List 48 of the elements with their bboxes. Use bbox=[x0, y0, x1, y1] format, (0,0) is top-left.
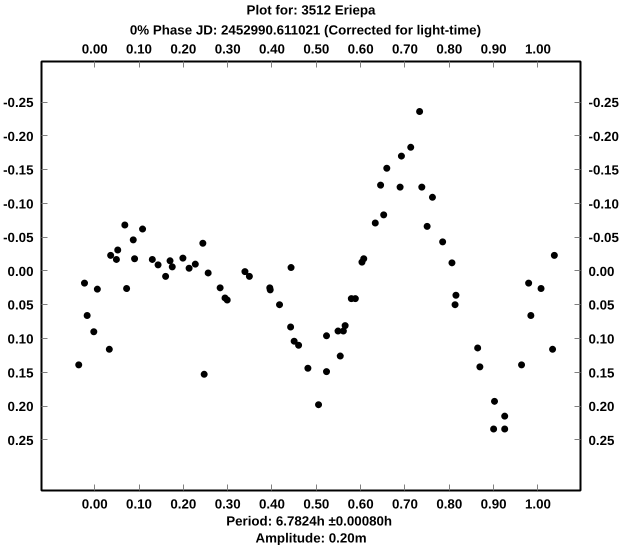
y-tick-label: -0.10 bbox=[3, 196, 34, 212]
chart-title: Plot for: 3512 Eriepa bbox=[246, 2, 376, 18]
y-tick-label: 0.15 bbox=[8, 365, 34, 380]
x2-tick-label: 0.30 bbox=[214, 496, 241, 512]
x2-tick-label: 0.00 bbox=[82, 496, 108, 512]
y2-tick-label: -0.05 bbox=[588, 230, 620, 246]
x-tick-label: 0.60 bbox=[348, 42, 374, 56]
x-tick-label: 0.50 bbox=[303, 42, 330, 56]
x-tick-label: 0.20 bbox=[170, 42, 196, 56]
text: Period: 6.7824h ±0.00080h bbox=[226, 514, 392, 528]
y-tick-label: -0.25 bbox=[3, 95, 34, 110]
y-tick-label: 0.20 bbox=[8, 399, 34, 414]
y2-tick-label: 0.20 bbox=[588, 399, 614, 414]
y2-tick-label: -0.15 bbox=[588, 162, 620, 178]
y2-tick-label: -0.10 bbox=[588, 196, 619, 212]
y2-tick-label: 0.25 bbox=[588, 432, 616, 448]
y-tick-label: 0.10 bbox=[8, 331, 34, 346]
y2-tick-label: 0.05 bbox=[588, 298, 616, 313]
x2-tick-label: 0.90 bbox=[480, 496, 507, 512]
chart-subtitle: 0% Phase JD: 2452990.611021 (Corrected for light-time) bbox=[130, 22, 482, 38]
y2-tick-label: 0.00 bbox=[588, 264, 614, 279]
y-tick-label: -0.05 bbox=[3, 230, 34, 246]
x-tick-label: 0.40 bbox=[259, 42, 285, 56]
x-tick-label: 0.30 bbox=[214, 42, 241, 56]
y2-tick-label: -0.25 bbox=[588, 95, 620, 110]
y-tick-label: 0.25 bbox=[8, 432, 34, 448]
x2-tick-label: 0.40 bbox=[259, 496, 285, 512]
x2-tick-label: 0.60 bbox=[348, 496, 374, 512]
x2-tick-label: 0.70 bbox=[392, 496, 418, 512]
x2-tick-label: 1.00 bbox=[524, 496, 551, 512]
y2-tick-label: 0.10 bbox=[588, 331, 614, 346]
y-tick-label: -0.20 bbox=[3, 128, 34, 144]
y-tick-label: 0.05 bbox=[8, 298, 34, 313]
y2-tick-label: 0.15 bbox=[588, 365, 616, 380]
x-tick-label: 0.00 bbox=[82, 42, 108, 56]
x2-tick-label: 0.80 bbox=[436, 496, 462, 512]
x2-tick-label: 0.20 bbox=[170, 496, 196, 512]
x-tick-label: 0.90 bbox=[480, 42, 507, 56]
x-tick-label: 0.10 bbox=[126, 42, 152, 56]
x-tick-label: 0.70 bbox=[392, 42, 418, 56]
x2-tick-label: 0.10 bbox=[126, 496, 152, 512]
y-tick-label: 0.00 bbox=[8, 264, 34, 279]
x-tick-label: 1.00 bbox=[524, 42, 551, 56]
text: Amplitude: 0.20m bbox=[255, 530, 367, 545]
x2-tick-label: 0.50 bbox=[303, 496, 330, 512]
y2-tick-label: -0.20 bbox=[588, 128, 619, 144]
x-tick-label: 0.80 bbox=[436, 42, 462, 56]
y-tick-label: -0.15 bbox=[3, 162, 34, 178]
